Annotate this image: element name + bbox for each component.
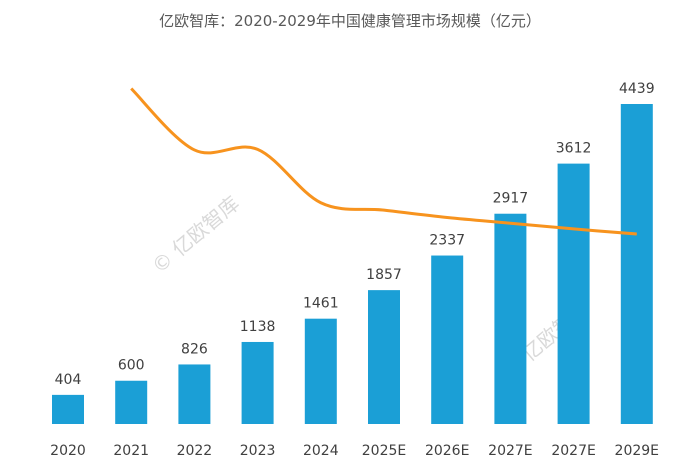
bar-value-label: 404: [55, 372, 82, 388]
bar: [305, 319, 337, 424]
bar: [242, 342, 274, 424]
bar: [558, 164, 590, 424]
bar: [52, 395, 84, 424]
x-tick-label: 2022: [177, 443, 213, 459]
x-tick-label: 2027E: [488, 443, 532, 459]
chart-title: 亿欧智库：2020-2029年中国健康管理市场规模（亿元）: [159, 12, 541, 30]
bar-value-label: 826: [181, 341, 208, 357]
x-tick-label: 2023: [240, 443, 276, 459]
bar-value-label: 600: [118, 358, 145, 374]
x-tick-label: 2027E: [551, 443, 595, 459]
bar-value-label: 2337: [429, 233, 465, 249]
bar-value-label: 4439: [619, 81, 655, 97]
bar: [368, 290, 400, 424]
bar-value-label: 1857: [366, 267, 402, 283]
x-tick-label: 2020: [50, 443, 86, 459]
bar-value-label: 1461: [303, 296, 339, 312]
x-tick-label: 2021: [113, 443, 149, 459]
bar-value-label: 1138: [240, 319, 276, 335]
x-tick-label: 2024: [303, 443, 339, 459]
watermark: © 亿欧智库: [147, 191, 244, 278]
bar-value-label: 3612: [556, 141, 592, 157]
bar: [178, 364, 210, 424]
bar: [115, 381, 147, 424]
bar-value-label: 2917: [493, 191, 529, 207]
bar: [431, 256, 463, 424]
x-tick-label: 2029E: [615, 443, 659, 459]
x-tick-label: 2025E: [362, 443, 406, 459]
bar: [621, 104, 653, 424]
x-tick-label: 2026E: [425, 443, 469, 459]
bar: [494, 214, 526, 424]
